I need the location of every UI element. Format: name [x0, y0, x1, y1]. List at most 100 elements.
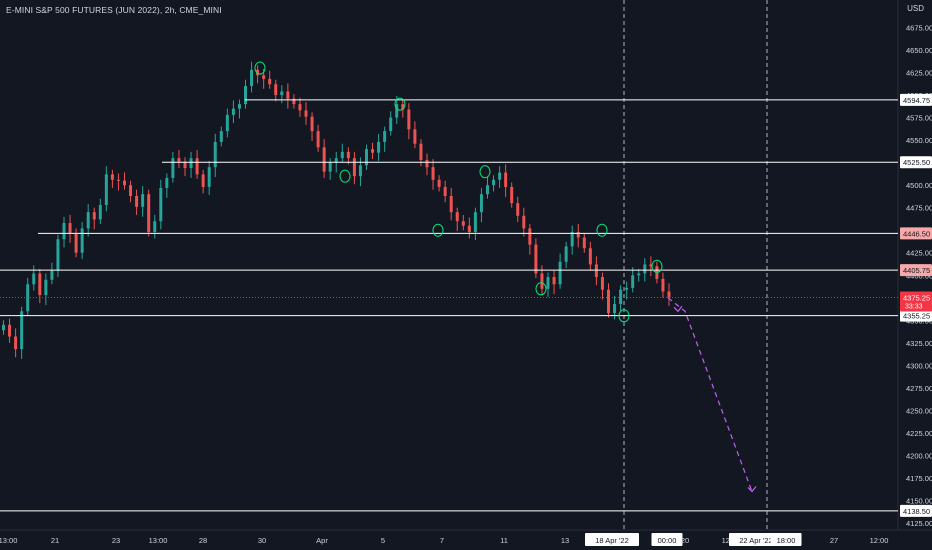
y-tick-label: 4550.00 — [906, 136, 932, 145]
candle-body — [588, 248, 592, 265]
candle-body — [479, 194, 483, 213]
currency-label[interactable]: USD — [907, 4, 924, 13]
price-level-tag — [900, 264, 932, 277]
y-tick-label: 4275.00 — [906, 384, 932, 393]
candle-body — [607, 289, 610, 314]
y-tick-label: 4250.00 — [906, 406, 932, 415]
candle-body — [110, 174, 114, 180]
x-tick-highlight — [729, 533, 783, 546]
candle-body — [425, 159, 429, 168]
candle-body — [250, 69, 254, 87]
swing-point-marker[interactable] — [339, 169, 351, 183]
price-level-label: 4594.75 — [903, 96, 930, 105]
y-tick-label: 4225.00 — [906, 429, 932, 438]
candle-body — [510, 186, 514, 204]
price-level-tag — [900, 504, 932, 517]
candle-body — [292, 98, 296, 105]
candle-body — [358, 165, 362, 177]
candle-body — [104, 174, 108, 205]
swing-point-marker[interactable] — [651, 259, 663, 273]
candle-body — [467, 225, 471, 233]
candle-body — [395, 104, 399, 118]
candle-body — [594, 264, 598, 278]
x-tick-label: 12:00 — [870, 536, 889, 545]
candle-body — [80, 228, 84, 253]
swing-point-marker[interactable] — [479, 165, 491, 179]
candle-body — [540, 273, 544, 289]
candle-body — [328, 162, 332, 172]
candle-body — [165, 177, 169, 188]
candle-body — [504, 172, 508, 187]
swing-point-marker[interactable] — [254, 61, 266, 75]
x-tick-label: 13:00 — [149, 536, 168, 545]
candle-body — [189, 158, 193, 169]
candle-body — [582, 237, 586, 249]
swing-point-marker[interactable] — [432, 223, 444, 237]
candle-body — [534, 244, 538, 274]
swing-point-marker[interactable] — [596, 223, 608, 237]
candle-body — [401, 104, 405, 110]
candle-body — [377, 141, 381, 153]
candle-body — [201, 174, 205, 187]
price-level-tag — [900, 93, 932, 106]
candle-body — [274, 84, 278, 96]
y-tick-label: 4325.00 — [906, 339, 932, 348]
candle-body — [437, 179, 441, 187]
candle-body — [619, 289, 623, 305]
candle-body — [183, 161, 187, 169]
x-tick-label: 13 — [561, 536, 569, 545]
candle-body — [20, 311, 24, 350]
candle-body — [153, 221, 157, 233]
candle-body — [38, 273, 42, 296]
candle-body — [570, 232, 574, 247]
projection-path[interactable] — [667, 297, 753, 492]
candle-body — [431, 167, 435, 180]
candle-body — [116, 179, 120, 181]
candle-body — [141, 194, 145, 207]
swing-point-marker[interactable] — [535, 282, 547, 296]
candle-body — [207, 167, 211, 187]
candle-body — [237, 104, 241, 109]
candle-body — [576, 232, 580, 238]
candle-body — [413, 129, 417, 144]
price-level-label: 4405.75 — [903, 266, 930, 275]
candle-body — [649, 264, 653, 267]
x-tick-label: 21 — [51, 536, 59, 545]
x-tick-label: 5 — [381, 536, 385, 545]
candle-body — [455, 212, 459, 222]
candle-body — [159, 187, 163, 222]
candle-body — [552, 277, 556, 285]
y-tick-label: 4150.00 — [906, 496, 932, 505]
swing-point-marker[interactable] — [618, 309, 630, 323]
candle-body — [56, 239, 60, 271]
swing-point-marker[interactable] — [394, 97, 406, 111]
candle-body — [346, 151, 350, 159]
x-tick-label: 18:00 — [777, 536, 796, 545]
candle-body — [522, 215, 526, 229]
x-tick-label: 18 Apr '22 — [595, 536, 629, 545]
price-level-label: 4446.50 — [903, 229, 930, 238]
candle-body — [383, 131, 387, 142]
x-tick-label: Apr — [316, 536, 328, 545]
projection-arrowhead — [673, 305, 683, 313]
candle-body — [8, 324, 12, 337]
price-level-label: 4525.50 — [903, 158, 930, 167]
y-tick-label: 4575.00 — [906, 114, 932, 123]
candle-body — [62, 223, 66, 240]
candle-body — [268, 78, 272, 85]
candle-body — [171, 158, 175, 178]
y-tick-label: 4675.00 — [906, 24, 932, 33]
candle-body — [74, 232, 78, 253]
candle-body — [177, 158, 181, 162]
candle-body — [389, 117, 393, 132]
candle-body — [316, 131, 320, 148]
candle-body — [600, 277, 604, 290]
candle-body — [492, 179, 496, 186]
candle-body — [558, 261, 562, 285]
candle-body — [44, 279, 48, 296]
candle-body — [449, 195, 453, 213]
last-price-tag — [900, 291, 932, 312]
y-tick-label: 4500.00 — [906, 181, 932, 190]
